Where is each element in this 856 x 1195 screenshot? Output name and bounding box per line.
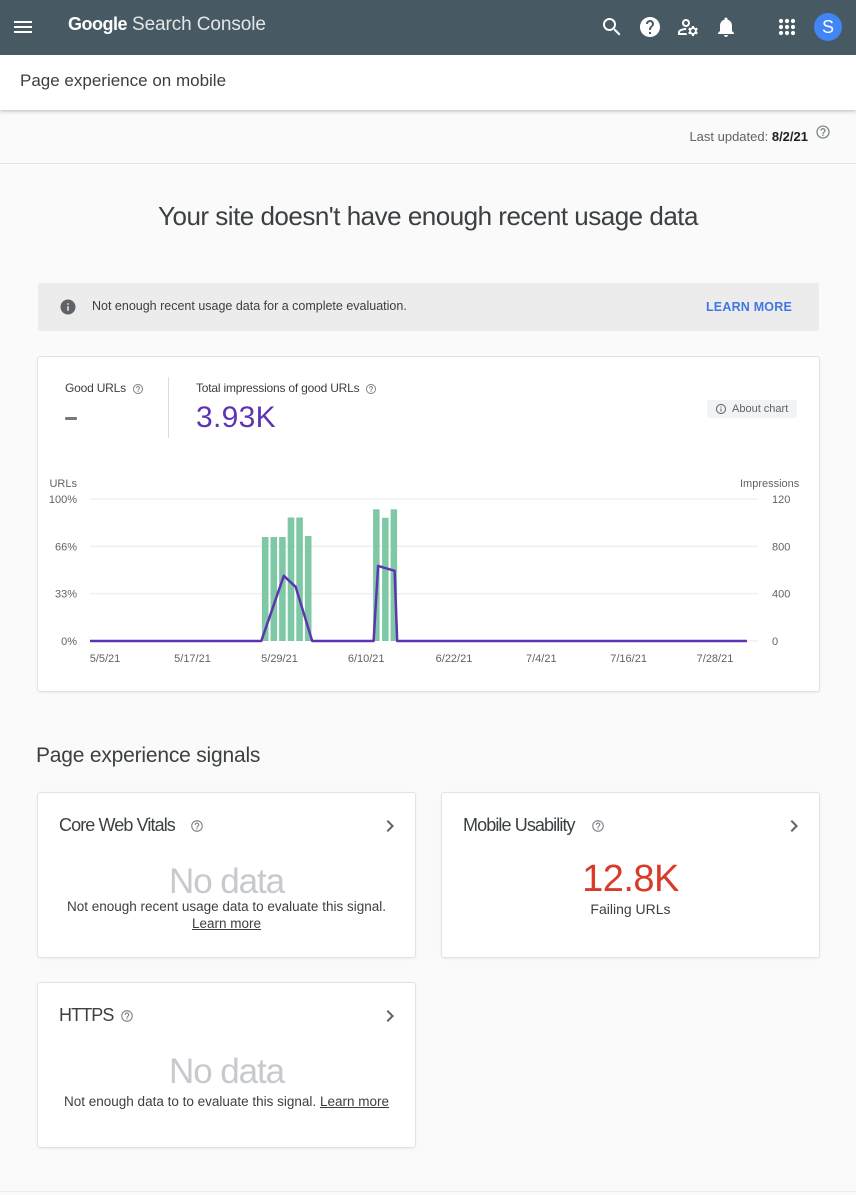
svg-text:7/28/21: 7/28/21 <box>697 653 734 665</box>
svg-text:5/17/21: 5/17/21 <box>174 653 211 665</box>
svg-text:0: 0 <box>772 636 778 648</box>
svg-text:Impressions: Impressions <box>740 478 800 490</box>
svg-text:800: 800 <box>772 541 790 553</box>
svg-text:5/29/21: 5/29/21 <box>261 653 298 665</box>
svg-text:6/22/21: 6/22/21 <box>436 653 473 665</box>
svg-text:0%: 0% <box>61 636 77 648</box>
svg-text:7/4/21: 7/4/21 <box>526 653 557 665</box>
svg-text:120: 120 <box>772 494 790 506</box>
svg-text:100%: 100% <box>49 494 77 506</box>
svg-text:6/10/21: 6/10/21 <box>348 653 385 665</box>
svg-text:33%: 33% <box>55 589 77 601</box>
svg-text:5/5/21: 5/5/21 <box>90 653 121 665</box>
svg-text:URLs: URLs <box>49 478 77 490</box>
svg-text:66%: 66% <box>55 541 77 553</box>
svg-text:400: 400 <box>772 589 790 601</box>
svg-text:7/16/21: 7/16/21 <box>610 653 647 665</box>
